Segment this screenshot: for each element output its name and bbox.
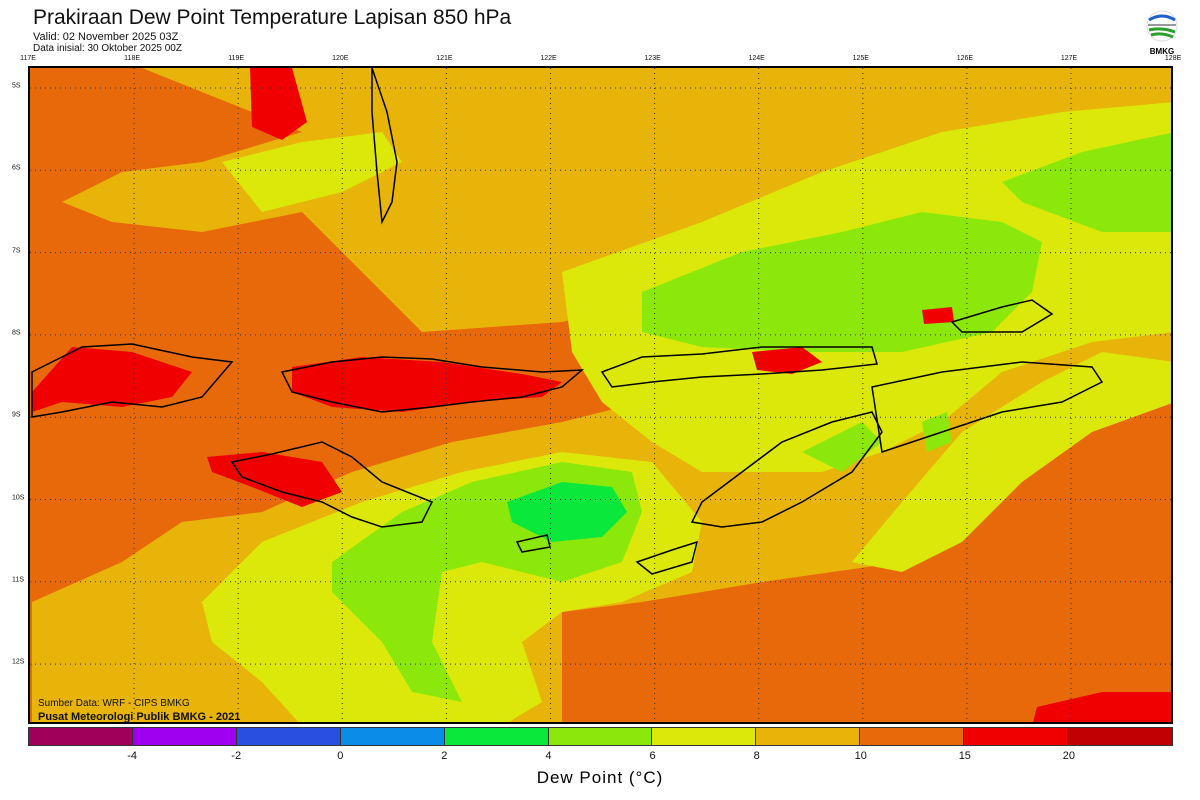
- colorbar-tick: -2: [231, 750, 242, 762]
- sumbawa-island: [280, 356, 585, 413]
- sulawesi-peninsula: [371, 68, 398, 225]
- wetar-island: [950, 299, 1054, 333]
- valid-time: Valid: 02 November 2025 03Z: [33, 31, 179, 43]
- colorbar-tick: 2: [441, 750, 448, 762]
- lon-label: 124E: [748, 55, 765, 62]
- lat-label: 9S: [12, 411, 21, 419]
- colorbar-tick: 15: [958, 750, 971, 762]
- lat-label: 5S: [12, 82, 21, 90]
- colorbar-swatch: [132, 728, 237, 745]
- colorbar-swatch: [548, 728, 653, 745]
- colorbar-tick: 0: [337, 750, 344, 762]
- lon-label: 122E: [540, 55, 557, 62]
- bmkg-logo-icon: [1146, 10, 1178, 42]
- colorbar-swatch: [1068, 728, 1172, 745]
- bali-lombok-island: [31, 343, 234, 418]
- colorbar-tick: 4: [545, 750, 552, 762]
- lon-label: 117E: [20, 55, 36, 62]
- southern-island-outline: [871, 361, 1104, 453]
- lat-label: 6S: [12, 164, 21, 172]
- colorbar-tick: 6: [649, 750, 656, 762]
- colorbar-swatch: [340, 728, 445, 745]
- lat-label: 12S: [12, 658, 25, 666]
- lon-label: 121E: [436, 55, 453, 62]
- colorbar-swatch: [652, 728, 757, 745]
- lon-label: 118E: [124, 55, 141, 62]
- lon-label: 126E: [956, 55, 974, 62]
- organization-credit: Pusat Meteorologi Publik BMKG - 2021: [38, 711, 241, 723]
- sumba-island: [230, 441, 434, 528]
- lon-label: 120E: [332, 55, 349, 62]
- data-source: Sumber Data: WRF - CIPS BMKG: [38, 698, 190, 709]
- graticule: [30, 68, 1171, 722]
- colorbar-tick: 20: [1062, 750, 1076, 762]
- lat-label: 8S: [12, 329, 21, 337]
- colorbar-swatch: [29, 728, 133, 745]
- colorbar: [28, 727, 1173, 746]
- lon-label: 128E: [1164, 55, 1182, 62]
- timor-island: [690, 411, 883, 528]
- colorbar-swatch: [964, 728, 1069, 745]
- flores-island: [600, 346, 878, 388]
- colorbar-swatch: [756, 728, 861, 745]
- colorbar-swatch: [860, 728, 965, 745]
- colorbar-swatch: [236, 728, 341, 745]
- lon-label: 119E: [228, 55, 245, 62]
- logo-text: BMKG: [1149, 47, 1175, 56]
- colorbar-tick: -4: [127, 750, 137, 762]
- coastlines: [31, 68, 1104, 575]
- lon-label: 125E: [852, 55, 869, 62]
- colorbar-tick: 10: [854, 750, 867, 762]
- lon-label: 127E: [1060, 55, 1078, 62]
- lat-label: 10S: [12, 494, 25, 501]
- dew-point-map: [28, 66, 1173, 724]
- field-15-20: [32, 68, 1171, 722]
- lat-label: 11S: [12, 576, 24, 584]
- colorbar-tick: 8: [753, 750, 760, 762]
- lat-label: 7S: [12, 247, 21, 255]
- map-title: Prakiraan Dew Point Temperature Lapisan …: [33, 6, 512, 29]
- bmkg-logo: BMKG: [1145, 10, 1179, 56]
- field-2-4: [507, 482, 627, 542]
- colorbar-label: Dew Point (°C): [536, 768, 664, 787]
- initial-data-time: Data inisial: 30 Oktober 2025 00Z: [33, 43, 182, 54]
- colorbar-swatch: [444, 728, 549, 745]
- lon-label: 123E: [644, 55, 661, 62]
